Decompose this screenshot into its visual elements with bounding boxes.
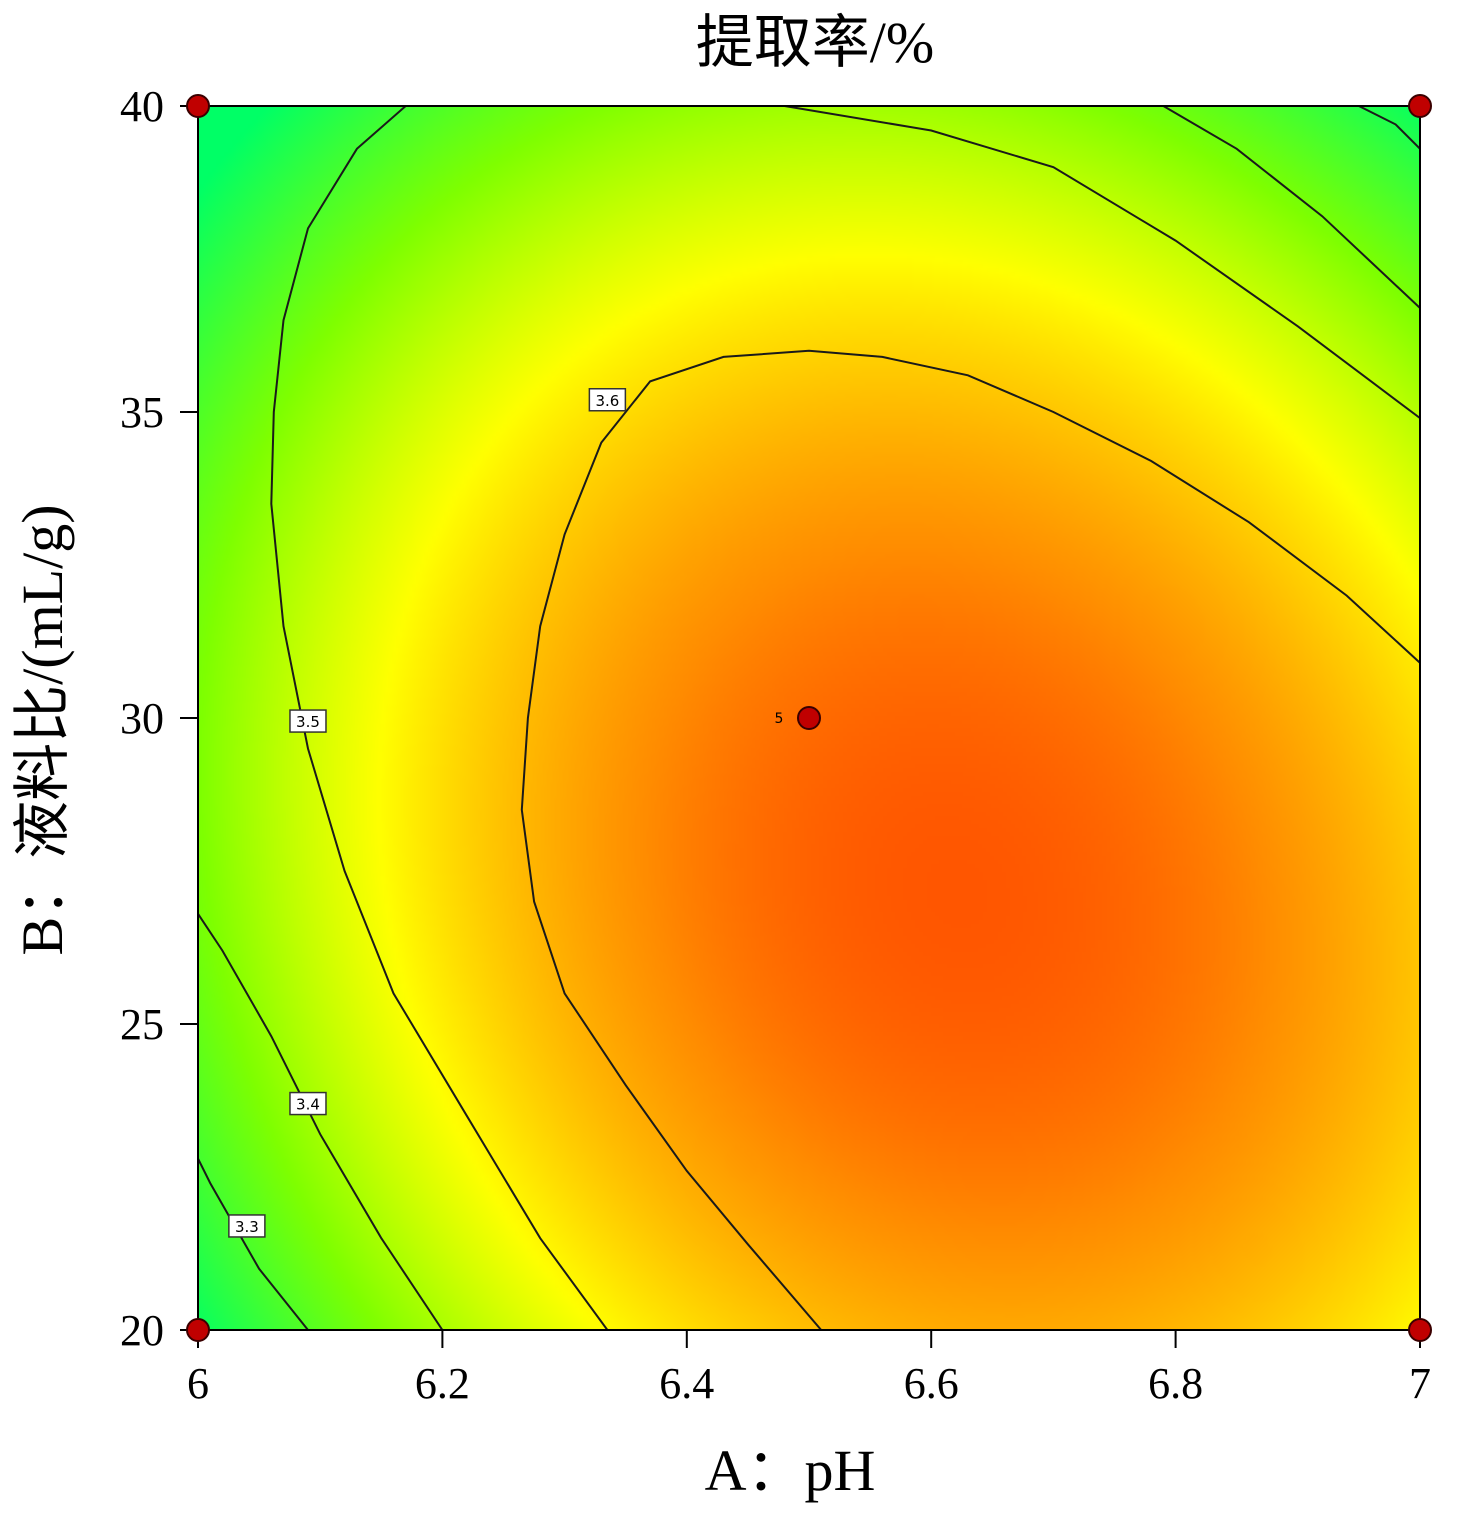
- design-points: 5: [186, 94, 1432, 1342]
- y-tick-label: 20: [120, 1306, 164, 1355]
- y-tick-label: 40: [120, 82, 164, 131]
- contour-lines: [198, 106, 1420, 1330]
- contour-label-text: 3.4: [296, 1096, 320, 1114]
- contour-line-3_6-0: [520, 349, 1420, 1330]
- x-tick-label: 7: [1409, 1359, 1431, 1408]
- chart-title: 提取率/%: [696, 10, 934, 75]
- contour-label-text: 3.6: [595, 392, 619, 410]
- contour-line-3_4-1: [1162, 106, 1420, 309]
- design-point: [1408, 1318, 1432, 1342]
- contour-label-text: 3.3: [235, 1218, 259, 1236]
- design-point: [797, 706, 821, 730]
- y-axis-label: B：液料比/(mL/g): [10, 504, 75, 955]
- design-point: [1408, 94, 1432, 118]
- design-point: [186, 94, 210, 118]
- design-point-count: 5: [775, 711, 784, 727]
- x-tick-label: 6: [187, 1359, 209, 1408]
- x-tick-label: 6.6: [904, 1359, 959, 1408]
- contour-label-text: 3.5: [296, 713, 320, 731]
- x-axis: 6 6.2 6.4 6.6 6.8 7: [187, 1330, 1431, 1408]
- x-tick-label: 6.8: [1148, 1359, 1203, 1408]
- contour-line-3_5-1: [784, 106, 1420, 419]
- x-axis-label: A：pH: [705, 1438, 876, 1503]
- contour-label-3_5: 3.5: [289, 709, 327, 733]
- contour-label-3_6: 3.6: [588, 388, 627, 412]
- contour-label-3_4: 3.4: [289, 1091, 327, 1116]
- x-tick-label: 6.4: [659, 1359, 714, 1408]
- contour-line-3_4-0: [198, 913, 444, 1330]
- contour-line-3_3-1: [1358, 106, 1420, 150]
- x-tick-label: 6.2: [415, 1359, 470, 1408]
- contour-labels: 3.6 3.5 3.4 3.3: [228, 388, 627, 1238]
- y-tick-label: 25: [120, 1000, 164, 1049]
- contour-label-3_3: 3.3: [228, 1214, 266, 1238]
- design-point: [186, 1318, 210, 1342]
- y-axis: 20 25 30 35 40: [120, 82, 198, 1355]
- y-tick-label: 30: [120, 694, 164, 743]
- contour-line-3_5-0: [270, 106, 609, 1330]
- y-tick-label: 35: [120, 388, 164, 437]
